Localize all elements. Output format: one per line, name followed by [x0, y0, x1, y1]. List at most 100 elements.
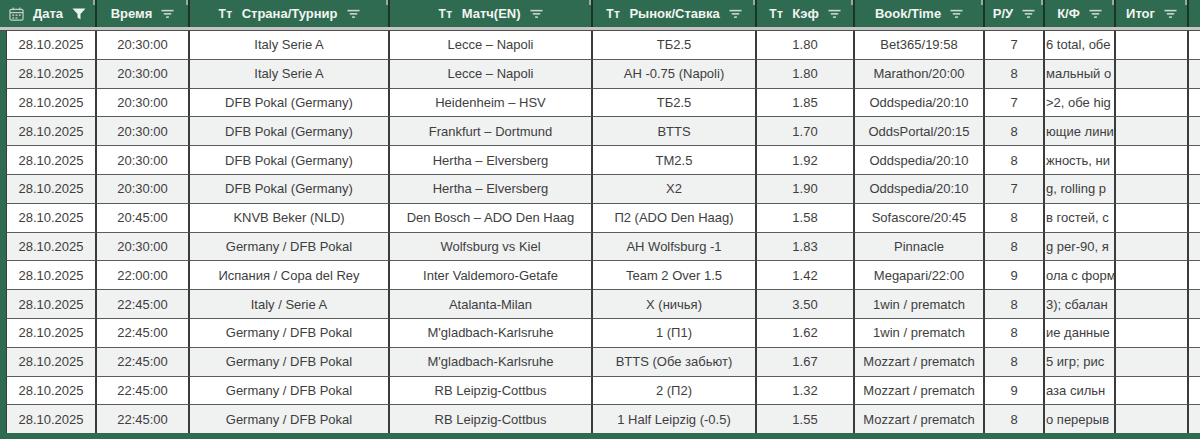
cell-ry[interactable]: 8: [985, 117, 1045, 146]
cell-tournament[interactable]: Italy / Serie A: [190, 290, 390, 319]
cell-market[interactable]: 1 (П1): [593, 319, 757, 348]
cell-book-time[interactable]: Oddspedia/20:10: [855, 146, 985, 175]
cell-tournament[interactable]: DFB Pokal (Germany): [190, 146, 390, 175]
cell-date[interactable]: 28.10.2025: [6, 377, 97, 406]
cell-ry[interactable]: 7: [985, 175, 1045, 204]
cell-date[interactable]: 28.10.2025: [6, 60, 97, 89]
cell-date[interactable]: 28.10.2025: [6, 31, 97, 60]
cell-result[interactable]: [1116, 348, 1189, 377]
cell-time[interactable]: 20:45:00: [97, 204, 190, 233]
filter-lines-icon[interactable]: [950, 9, 963, 19]
cell-match[interactable]: Frankfurt – Dortmund: [390, 117, 593, 146]
cell-kf[interactable]: 6 total, обе: [1045, 31, 1116, 60]
cell-kf[interactable]: g, rolling p: [1045, 175, 1116, 204]
cell-book-time[interactable]: Marathon/20:00: [855, 60, 985, 89]
column-header-result[interactable]: Итог: [1116, 0, 1189, 27]
cell-kf[interactable]: в гостей, с: [1045, 204, 1116, 233]
cell-match[interactable]: Wolfsburg vs Kiel: [390, 233, 593, 262]
cell-date[interactable]: 28.10.2025: [6, 405, 97, 434]
cell-result[interactable]: [1116, 175, 1189, 204]
cell-tournament[interactable]: Italy Serie A: [190, 31, 390, 60]
cell-kf[interactable]: ющие лини: [1045, 117, 1116, 146]
cell-tournament[interactable]: Germany / DFB Pokal: [190, 348, 390, 377]
cell-time[interactable]: 22:45:00: [97, 348, 190, 377]
cell-odds[interactable]: 1.90: [757, 175, 855, 204]
cell-odds[interactable]: 1.32: [757, 377, 855, 406]
cell-book-time[interactable]: Sofascore/20:45: [855, 204, 985, 233]
cell-market[interactable]: АН -0.75 (Napoli): [593, 60, 757, 89]
cell-result[interactable]: [1116, 233, 1189, 262]
cell-match[interactable]: Hertha – Elversberg: [390, 175, 593, 204]
cell-date[interactable]: 28.10.2025: [6, 290, 97, 319]
column-header-kf[interactable]: К/Ф: [1045, 0, 1116, 27]
cell-result[interactable]: [1116, 89, 1189, 118]
cell-date[interactable]: 28.10.2025: [6, 261, 97, 290]
cell-book-time[interactable]: 1win / prematch: [855, 290, 985, 319]
cell-match[interactable]: Atalanta-Milan: [390, 290, 593, 319]
cell-date[interactable]: 28.10.2025: [6, 117, 97, 146]
cell-result[interactable]: [1116, 290, 1189, 319]
cell-match[interactable]: M'gladbach-Karlsruhe: [390, 319, 593, 348]
cell-time[interactable]: 20:30:00: [97, 146, 190, 175]
cell-tournament[interactable]: KNVB Beker (NLD): [190, 204, 390, 233]
cell-date[interactable]: 28.10.2025: [6, 233, 97, 262]
cell-match[interactable]: M'gladbach-Karlsruhe: [390, 348, 593, 377]
filter-lines-icon[interactable]: [347, 9, 360, 19]
filter-lines-icon[interactable]: [530, 9, 543, 19]
cell-book-time[interactable]: Megapari/22:00: [855, 261, 985, 290]
filter-lines-icon[interactable]: [729, 9, 742, 19]
cell-date[interactable]: 28.10.2025: [6, 319, 97, 348]
cell-kf[interactable]: ие данные: [1045, 319, 1116, 348]
cell-match[interactable]: Den Bosch – ADO Den Haag: [390, 204, 593, 233]
cell-odds[interactable]: 1.42: [757, 261, 855, 290]
cell-time[interactable]: 20:30:00: [97, 31, 190, 60]
cell-ry[interactable]: 8: [985, 348, 1045, 377]
cell-ry[interactable]: 8: [985, 319, 1045, 348]
cell-book-time[interactable]: Bet365/19:58: [855, 31, 985, 60]
cell-date[interactable]: 28.10.2025: [6, 146, 97, 175]
cell-tournament[interactable]: DFB Pokal (Germany): [190, 117, 390, 146]
cell-time[interactable]: 20:30:00: [97, 89, 190, 118]
cell-tournament[interactable]: DFB Pokal (Germany): [190, 175, 390, 204]
cell-market[interactable]: AH Wolfsburg -1: [593, 233, 757, 262]
cell-odds[interactable]: 1.85: [757, 89, 855, 118]
cell-result[interactable]: [1116, 31, 1189, 60]
cell-time[interactable]: 22:00:00: [97, 261, 190, 290]
cell-odds[interactable]: 1.67: [757, 348, 855, 377]
cell-ry[interactable]: 7: [985, 31, 1045, 60]
cell-book-time[interactable]: Oddspedia/20:10: [855, 175, 985, 204]
cell-result[interactable]: [1116, 261, 1189, 290]
cell-tournament[interactable]: Germany / DFB Pokal: [190, 405, 390, 434]
column-header-match[interactable]: Тт Матч(EN): [390, 0, 593, 27]
cell-tournament[interactable]: Germany / DFB Pokal: [190, 319, 390, 348]
cell-odds[interactable]: 1.62: [757, 319, 855, 348]
filter-lines-icon[interactable]: [1089, 9, 1102, 19]
cell-result[interactable]: [1116, 319, 1189, 348]
cell-odds[interactable]: 1.80: [757, 31, 855, 60]
cell-market[interactable]: ТБ2.5: [593, 31, 757, 60]
column-header-date[interactable]: Дата: [0, 0, 97, 27]
cell-match[interactable]: Inter Valdemoro-Getafe: [390, 261, 593, 290]
cell-result[interactable]: [1116, 377, 1189, 406]
cell-time[interactable]: 22:45:00: [97, 290, 190, 319]
cell-market[interactable]: П2 (ADO Den Haag): [593, 204, 757, 233]
cell-result[interactable]: [1116, 146, 1189, 175]
cell-book-time[interactable]: Mozzart / prematch: [855, 348, 985, 377]
cell-market[interactable]: X2: [593, 175, 757, 204]
cell-time[interactable]: 20:30:00: [97, 60, 190, 89]
cell-kf[interactable]: 5 игр; рис: [1045, 348, 1116, 377]
cell-kf[interactable]: >2, обе hig: [1045, 89, 1116, 118]
filter-lines-icon[interactable]: [828, 9, 841, 19]
cell-tournament[interactable]: Germany / DFB Pokal: [190, 233, 390, 262]
cell-market[interactable]: ТБ2.5: [593, 89, 757, 118]
cell-time[interactable]: 20:30:00: [97, 175, 190, 204]
cell-book-time[interactable]: Mozzart / prematch: [855, 377, 985, 406]
cell-date[interactable]: 28.10.2025: [6, 204, 97, 233]
cell-ry[interactable]: 9: [985, 377, 1045, 406]
cell-kf[interactable]: жность, ни: [1045, 146, 1116, 175]
cell-book-time[interactable]: Oddspedia/20:10: [855, 89, 985, 118]
cell-market[interactable]: 2 (П2): [593, 377, 757, 406]
column-header-book-time[interactable]: Book/Time: [855, 0, 985, 27]
cell-market[interactable]: X (ничья): [593, 290, 757, 319]
cell-ry[interactable]: 8: [985, 290, 1045, 319]
